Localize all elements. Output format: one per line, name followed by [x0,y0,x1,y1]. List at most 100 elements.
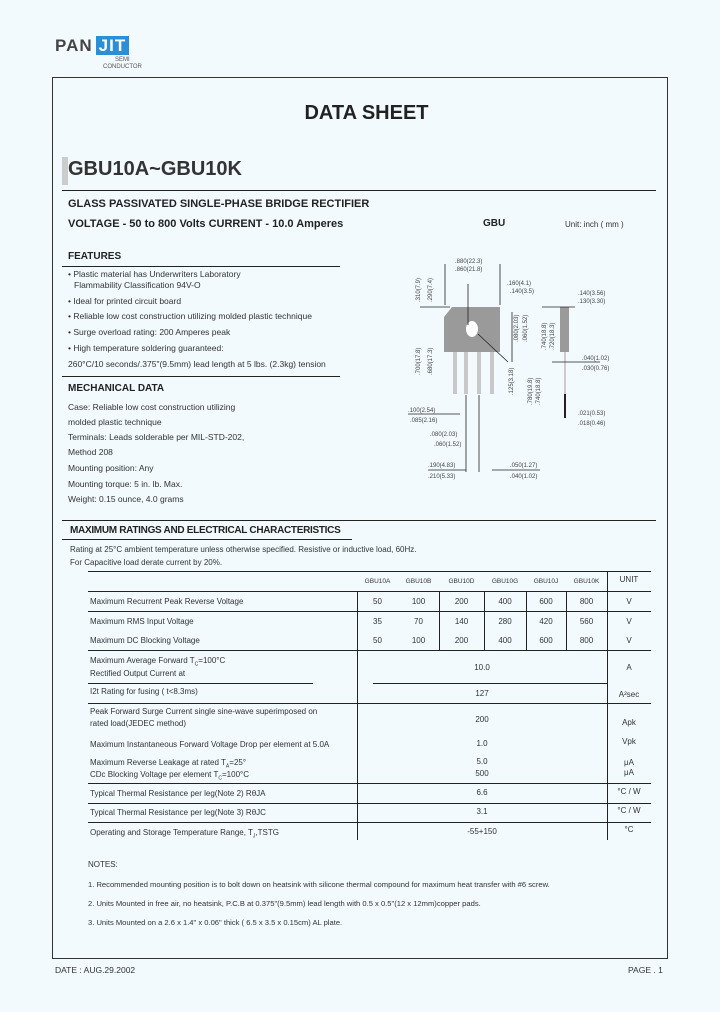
cell: 800 [579,636,594,645]
cell: 400 [498,597,512,606]
cell-unit: V [626,617,632,626]
cell: 280 [498,617,512,626]
footer-date: DATE : AUG.29.2002 [55,965,136,975]
column-header: GBU10B [405,578,432,585]
mech-item: Terminals: Leads solderable per MIL-STD-… [68,432,245,442]
mechanical-title: MECHANICAL DATA [68,383,165,394]
svg-text:.060(1.52): .060(1.52) [434,442,461,448]
cell-unit: V [626,636,632,645]
cell-unit: A²sec [618,690,640,699]
svg-text:.740(18.8): .740(18.8) [536,378,542,405]
row-label: Typical Thermal Resistance per leg(Note … [90,808,266,817]
cell: 35 [373,617,382,626]
table-line [88,822,651,823]
svg-text:.040(1.02): .040(1.02) [510,474,537,480]
table-line [607,571,608,840]
feature-item: • High temperature soldering guaranteed: [68,343,224,353]
cell: 1.0 [476,739,488,748]
part-number: GBU10A~GBU10K [68,158,242,180]
cell-unit: Apk [622,718,636,727]
svg-text:.050(1.27): .050(1.27) [510,463,537,469]
mech-item: Weight: 0.15 ounce, 4.0 grams [68,494,184,504]
svg-text:.080(2.03): .080(2.03) [514,315,520,342]
cell: 70 [414,617,423,626]
svg-text:.085(2.16): .085(2.16) [410,418,437,424]
column-header: GBU10G [491,578,519,585]
page-title: DATA SHEET [304,102,429,124]
table-line [357,591,358,840]
row-label: Typical Thermal Resistance per leg(Note … [90,789,266,798]
cell-unit: °C / W [617,806,641,815]
cell-unit: °C / W [617,787,641,796]
dimension-labels: .880(22.3).860(21.8) .160(4.1).140(3.5) … [408,259,609,480]
cell: 600 [539,597,553,606]
table-line [526,591,527,650]
note-item: 1. Recommended mounting position is to b… [88,880,550,889]
svg-text:.060(1.52): .060(1.52) [523,315,529,342]
svg-text:.860(21.8): .860(21.8) [455,267,482,273]
svg-text:.290(7.4): .290(7.4) [428,278,434,302]
cell: 50 [373,636,382,645]
cell-unit: μA [624,758,634,767]
table-line [88,591,651,592]
svg-text:.140(3.56): .140(3.56) [578,291,605,297]
row-label: Maximum Average Forward TC=100°C [90,656,226,668]
table-line [566,591,567,650]
mech-item: Mounting position: Any [68,463,154,473]
column-header: GBU10A [364,578,391,585]
feature-item: 260°C/10 seconds/.375"(9.5mm) lead lengt… [68,359,326,369]
table-line [88,803,651,804]
cell-unit: Vpk [622,737,636,746]
cell: 800 [579,597,594,606]
cell: 10.0 [474,663,490,672]
svg-text:.080(2.03): .080(2.03) [430,432,457,438]
row-label: Maximum RMS Input Voltage [90,617,194,626]
side-lead [564,352,566,394]
note-item: 2. Units Mounted in free air, no heatsin… [88,899,481,908]
row-label: I2t Rating for fusing ( t<8.3ms) [90,687,198,696]
logo-tag-conductor: CONDUCTOR [103,64,142,70]
cell: 600 [539,636,553,645]
divider [62,266,340,267]
divider [62,376,340,377]
svg-text:.125(3.18): .125(3.18) [509,368,515,395]
package-outline-diagram: .880(22.3).860(21.8) .160(4.1).140(3.5) … [408,259,609,480]
cell: 500 [475,769,489,778]
table-line [88,650,651,651]
svg-text:.140(3.5): .140(3.5) [510,289,534,295]
mech-item: Case: Reliable low cost construction uti… [68,402,236,412]
mech-item: molded plastic technique [68,417,162,427]
svg-text:.190(4.83): .190(4.83) [428,463,455,469]
svg-text:.160(4.1): .160(4.1) [507,281,531,287]
side-lead-tip [564,394,566,418]
cell: 50 [373,597,382,606]
feature-item: • Surge overload rating: 200 Amperes pea… [68,327,231,337]
row-label: Peak Forward Surge Current single sine-w… [90,707,318,716]
package-label: GBU [483,218,506,229]
cell: 127 [475,689,489,698]
feature-item: • Ideal for printed circuit board [68,296,182,306]
mech-item: Mounting torque: 5 in. lb. Max. [68,479,183,489]
cell-unit: A [626,663,632,672]
mounting-hole [466,321,478,337]
leads [453,352,494,394]
notes-title: NOTES: [88,860,118,869]
divider [62,190,656,191]
divider [62,520,656,521]
rating-note: Rating at 25°C ambient temperature unles… [70,545,417,554]
column-header: GBU10D [448,578,475,585]
svg-text:.018(0.46): .018(0.46) [578,421,605,427]
cell: 100 [411,636,426,645]
row-label: Maximum Recurrent Peak Reverse Voltage [90,597,244,606]
svg-text:.210(5.33): .210(5.33) [428,474,455,480]
feature-item: • Plastic material has Underwriters Labo… [68,269,241,279]
cell: 5.0 [476,757,488,766]
table-line [439,591,440,650]
svg-text:.720(18.3): .720(18.3) [550,323,556,350]
logo-pan: PAN [55,36,93,55]
row-label: Maximum Instantaneous Forward Voltage Dr… [90,740,330,749]
cell: -55+150 [467,827,497,836]
cell: 560 [579,617,594,626]
svg-text:.880(22.3): .880(22.3) [455,259,482,265]
description: GLASS PASSIVATED SINGLE-PHASE BRIDGE REC… [68,198,370,210]
